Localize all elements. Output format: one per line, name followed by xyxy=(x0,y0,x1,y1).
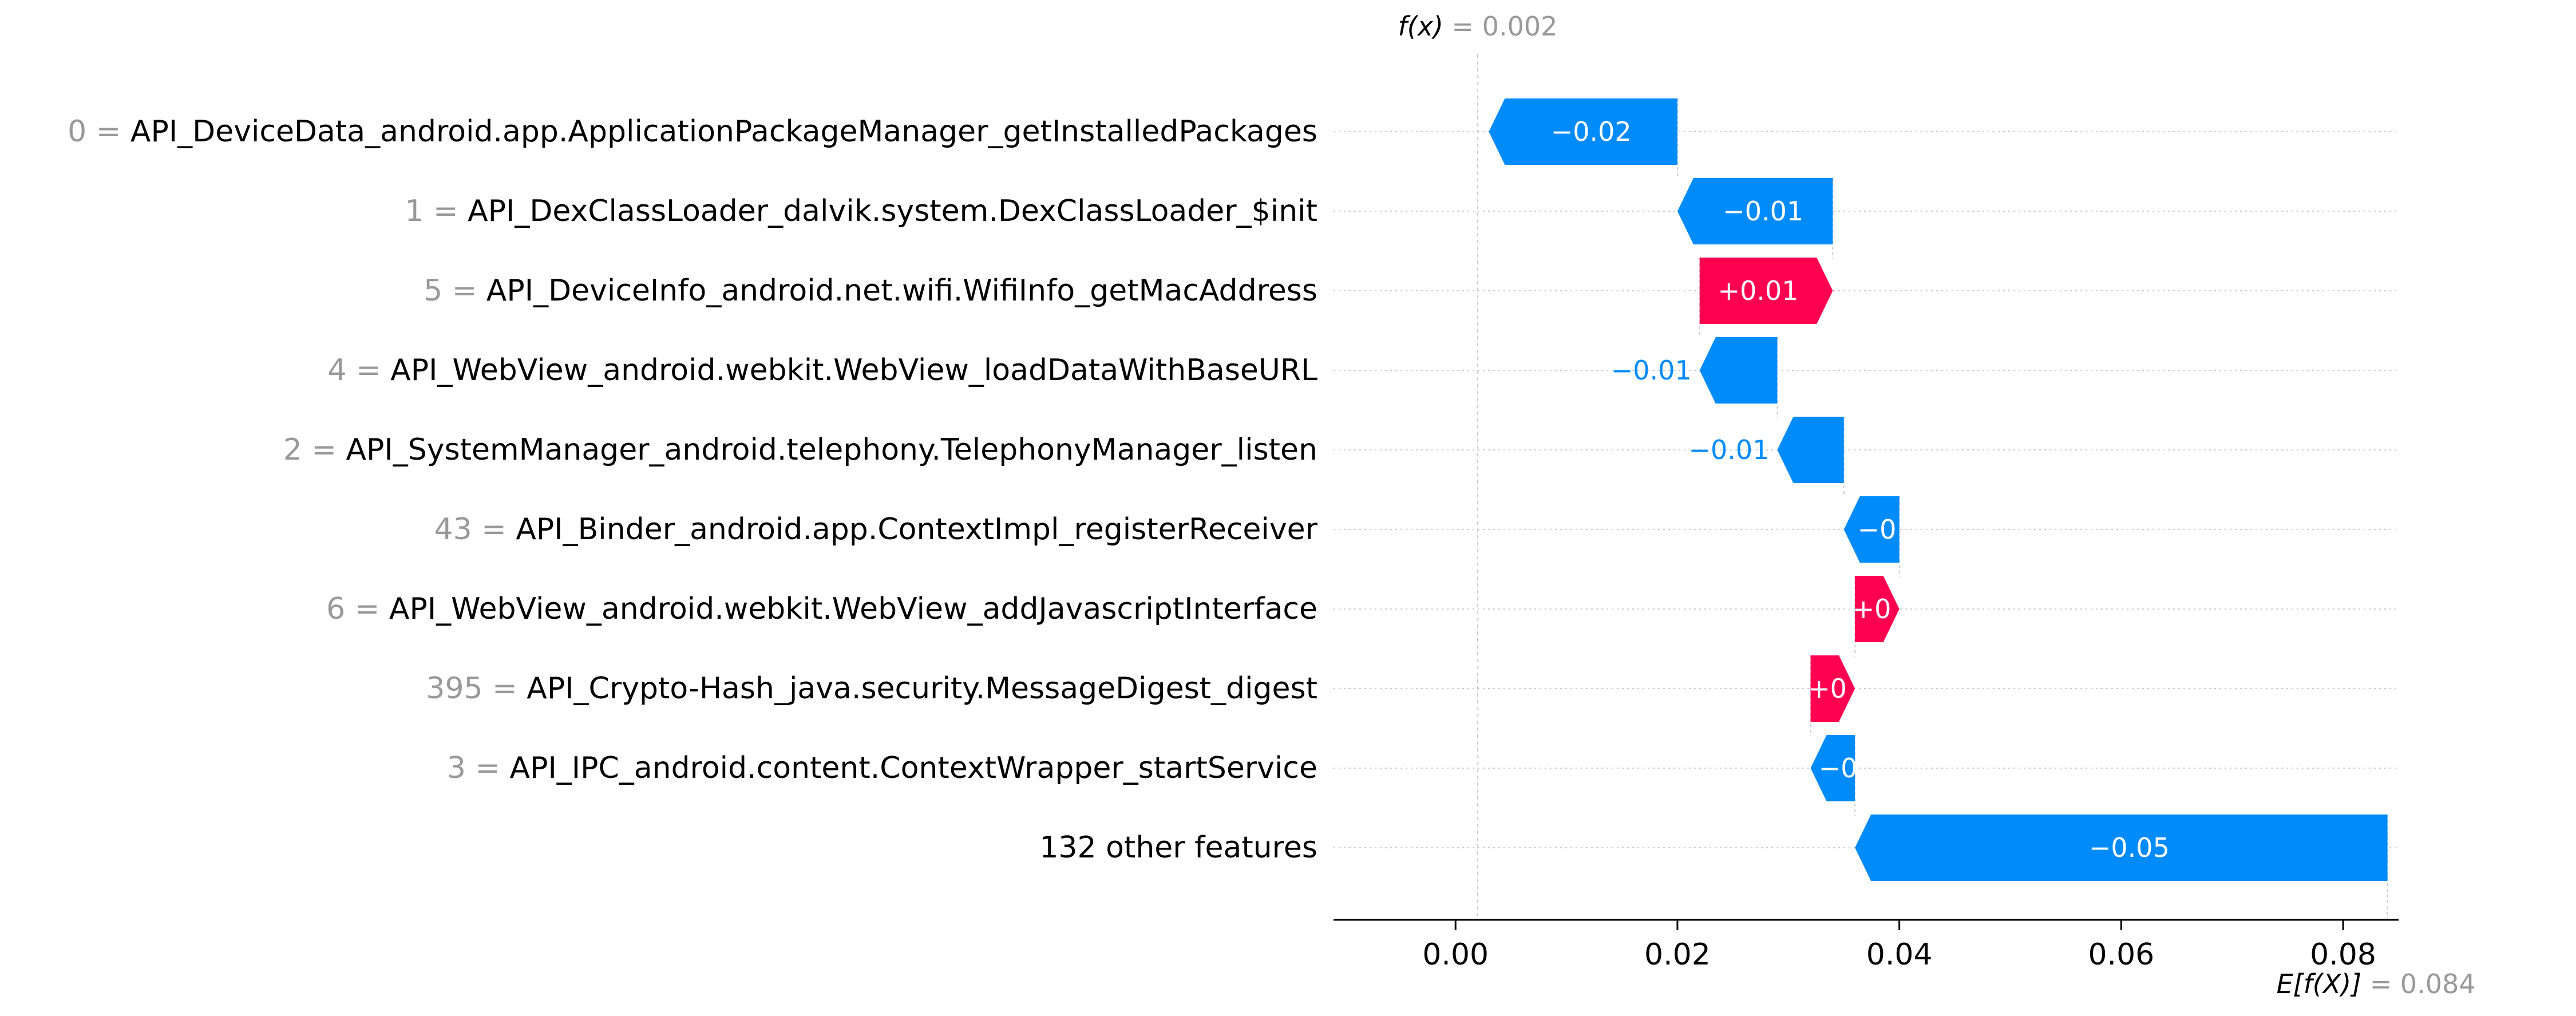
feature-label: 132 other features xyxy=(1039,831,1317,865)
fx-annotation: f(x) = 0.002 xyxy=(1398,11,1558,42)
feature-label: 3 = API_IPC_android.content.ContextWrapp… xyxy=(447,751,1317,785)
feature-value: 2 = xyxy=(283,433,346,467)
feature-label: 43 = API_Binder_android.app.ContextImpl_… xyxy=(434,512,1318,547)
negative-bar xyxy=(1677,178,1833,244)
bar-value-label: −0.01 xyxy=(1723,196,1803,227)
positive-bar xyxy=(1855,576,1900,642)
feature-name: 132 other features xyxy=(1039,831,1317,865)
feature-labels: 0 = API_DeviceData_android.app.Applicati… xyxy=(68,114,1317,865)
feature-name: API_SystemManager_android.telephony.Tele… xyxy=(346,433,1317,467)
feature-label: 6 = API_WebView_android.webkit.WebView_a… xyxy=(326,592,1317,626)
feature-value: 1 = xyxy=(405,194,468,228)
negative-bar xyxy=(1777,417,1844,483)
negative-bar xyxy=(1855,815,2388,881)
feature-name: API_WebView_android.webkit.WebView_loadD… xyxy=(390,353,1317,388)
bar-value-label: +0 xyxy=(1808,673,1847,704)
base-value-label: E[f(X)] xyxy=(2277,968,2362,999)
feature-label: 5 = API_DeviceInfo_android.net.wifi.Wifi… xyxy=(424,274,1317,308)
feature-name: API_WebView_android.webkit.WebView_addJa… xyxy=(389,592,1317,626)
feature-label: 395 = API_Crypto-Hash_java.security.Mess… xyxy=(426,671,1317,706)
feature-name: API_DexClassLoader_dalvik.system.DexClas… xyxy=(468,194,1317,228)
positive-bar xyxy=(1810,655,1855,722)
base-value-annotation: E[f(X)] = 0.084 xyxy=(2277,968,2476,999)
bar-value-label: −0.01 xyxy=(1611,355,1692,386)
positive-bar xyxy=(1699,258,1833,324)
feature-label: 0 = API_DeviceData_android.app.Applicati… xyxy=(68,114,1317,149)
x-axis: 0.00 0.02 0.04 0.06 0.08 xyxy=(1333,919,2399,972)
feature-value: 43 = xyxy=(434,512,516,547)
feature-label: 2 = API_SystemManager_android.telephony.… xyxy=(283,433,1317,467)
feature-label: 4 = API_WebView_android.webkit.WebView_l… xyxy=(327,353,1317,388)
feature-value: 3 = xyxy=(447,751,510,785)
feature-name: API_Crypto-Hash_java.security.MessageDig… xyxy=(527,671,1317,706)
negative-bar xyxy=(1699,337,1778,404)
feature-label: 1 = API_DexClassLoader_dalvik.system.Dex… xyxy=(405,194,1317,228)
x-tick-label: 0.06 xyxy=(2088,938,2154,972)
gridlines xyxy=(1333,131,2399,848)
feature-value: 0 = xyxy=(68,114,130,149)
bar-value-label: −0.02 xyxy=(1551,116,1632,147)
bar-value-label: +0.01 xyxy=(1718,275,1799,306)
x-tick-label: 0.00 xyxy=(1422,938,1489,972)
negative-bar xyxy=(1489,98,1677,165)
x-tick-label: 0.08 xyxy=(2310,938,2376,972)
x-tick-label: 0.04 xyxy=(1866,938,1933,972)
feature-value: 5 = xyxy=(424,274,486,308)
bar-value-label: −0.05 xyxy=(2089,832,2170,863)
feature-name: API_Binder_android.app.ContextImpl_regis… xyxy=(516,512,1317,547)
feature-value: 395 = xyxy=(426,671,527,706)
base-value-value: = 0.084 xyxy=(2361,968,2475,999)
negative-bar xyxy=(1843,496,1900,563)
annotations: f(x) = 0.002 E[f(X)] = 0.084 xyxy=(1398,11,2476,999)
bars: −0.02 −0.01 +0.01 −0.01 −0.01 −0 +0 +0 −0 −0.05 xyxy=(1489,98,2388,881)
fx-label: f(x) xyxy=(1398,11,1443,42)
feature-value: 6 = xyxy=(326,592,389,626)
reference-lines xyxy=(1477,54,2388,920)
feature-name: API_DeviceData_android.app.ApplicationPa… xyxy=(130,114,1317,149)
feature-name: API_DeviceInfo_android.net.wifi.WifiInfo… xyxy=(486,274,1317,308)
bar-value-label: +0 xyxy=(1853,594,1892,624)
x-tick-label: 0.02 xyxy=(1644,938,1711,972)
fx-value: = 0.002 xyxy=(1443,11,1557,42)
bar-value-label: −0 xyxy=(1819,753,1858,784)
negative-bar xyxy=(1810,735,1855,801)
feature-name: API_IPC_android.content.ContextWrapper_s… xyxy=(510,751,1317,785)
bar-value-label: −0.01 xyxy=(1688,434,1769,465)
feature-value: 4 = xyxy=(327,353,390,388)
bar-value-label: −0 xyxy=(1858,514,1897,545)
